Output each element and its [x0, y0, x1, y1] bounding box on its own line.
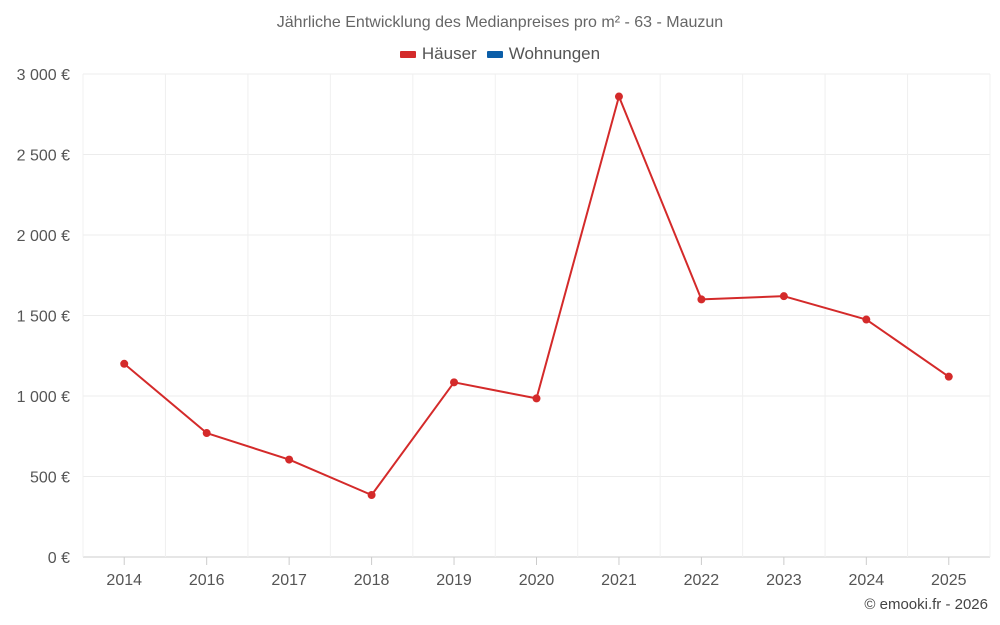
- data-point: [202, 429, 211, 438]
- x-tick-label: 2023: [766, 572, 802, 589]
- y-tick-label: 0 €: [48, 550, 70, 567]
- x-tick-label: 2020: [519, 572, 555, 589]
- data-point: [862, 315, 871, 324]
- legend-label-wohnungen: Wohnungen: [508, 44, 601, 63]
- y-tick-label: 2 000 €: [17, 228, 70, 245]
- y-tick-label: 3 000 €: [17, 67, 70, 84]
- data-point: [367, 491, 376, 500]
- legend: Häuser Wohnungen: [0, 44, 1000, 64]
- x-tick-label: 2022: [684, 572, 720, 589]
- chart-title: Jährliche Entwicklung des Medianpreises …: [276, 14, 724, 31]
- data-point: [944, 372, 953, 381]
- legend-label-haeuser: Häuser: [421, 44, 477, 63]
- x-tick-label: 2025: [931, 572, 967, 589]
- legend-item-wohnungen[interactable]: Wohnungen: [486, 44, 601, 64]
- data-point: [450, 378, 459, 387]
- y-tick-label: 2 500 €: [17, 148, 70, 165]
- data-point: [614, 92, 623, 101]
- x-tick-label: 2019: [436, 572, 472, 589]
- data-point: [779, 292, 788, 301]
- x-tick-label: 2021: [601, 572, 637, 589]
- credit-text: © emooki.fr - 2026: [864, 596, 988, 613]
- data-point: [532, 394, 541, 403]
- x-tick-label: 2014: [106, 572, 142, 589]
- data-point: [697, 295, 706, 304]
- x-tick-label: 2018: [354, 572, 390, 589]
- data-point: [120, 359, 129, 368]
- y-tick-label: 1 000 €: [17, 389, 70, 406]
- x-tick-label: 2024: [849, 572, 885, 589]
- data-point: [285, 455, 294, 464]
- legend-swatch-haeuser: [399, 50, 416, 58]
- legend-swatch-wohnungen: [486, 50, 503, 58]
- legend-item-haeuser[interactable]: Häuser: [399, 44, 477, 64]
- y-tick-label: 1 500 €: [17, 309, 70, 326]
- x-tick-label: 2017: [271, 572, 307, 589]
- x-tick-label: 2016: [189, 572, 225, 589]
- y-tick-label: 500 €: [30, 470, 70, 487]
